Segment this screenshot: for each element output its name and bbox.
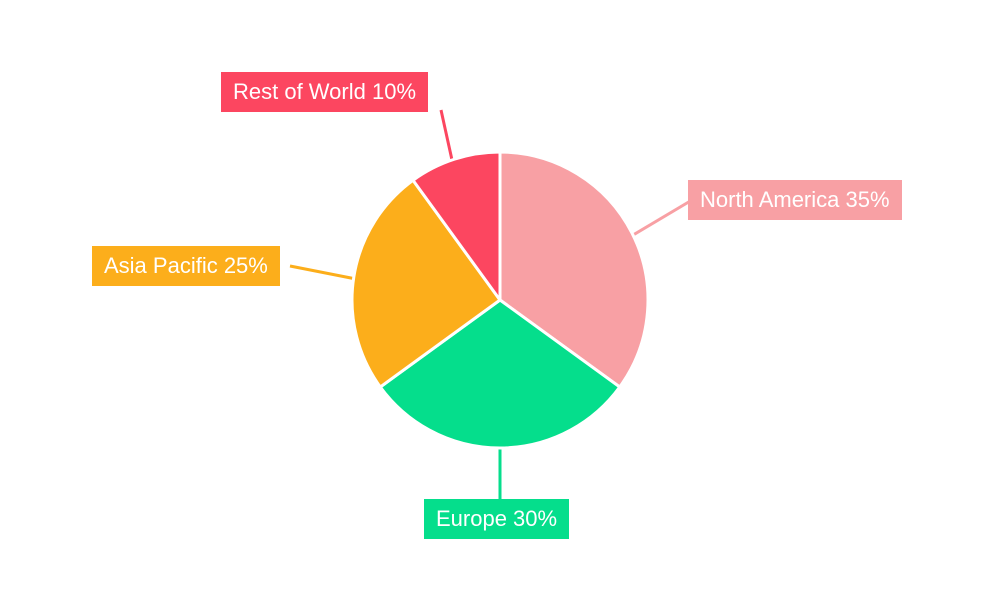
callout-rest-of-world[interactable]: Rest of World 10% [221,72,429,112]
callout-asia-pacific[interactable]: Asia Pacific 25% [92,246,280,286]
callout-label-asia-pacific: Asia Pacific 25% [104,253,268,278]
leader-line-rest-of-world [439,109,454,161]
pie-slices-group [350,150,650,450]
callout-north-america[interactable]: North America 35% [688,180,902,220]
callout-label-rest-of-world: Rest of World 10% [233,79,417,104]
callout-label-europe: Europe 30% [436,506,558,531]
pie-slice-rest-of-world[interactable] [411,150,502,302]
pie-slice-asia-pacific[interactable] [350,178,502,389]
leader-line-asia-pacific [289,264,357,281]
callout-europe[interactable]: Europe 30% [424,499,570,539]
pie-slice-north-america[interactable] [498,150,650,389]
pie-slice-europe[interactable] [378,298,622,450]
leader-line-north-america [627,198,693,240]
callout-label-north-america: North America 35% [700,187,890,212]
